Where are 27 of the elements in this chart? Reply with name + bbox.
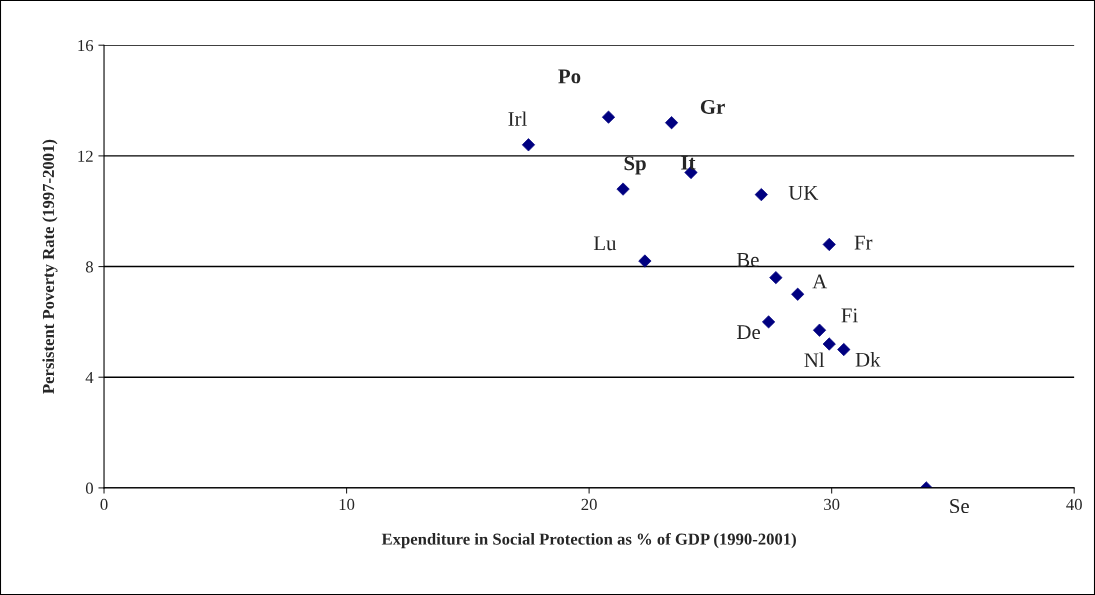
annotation: De (737, 325, 761, 340)
y-tick-label: 0 (85, 482, 93, 494)
annotation: UK (788, 185, 819, 200)
x-tick-label: 0 (100, 498, 108, 511)
y-tick-label: 4 (85, 372, 94, 384)
y-axis-title: Persistent Poverty Rate (1997-2001) (42, 139, 58, 394)
annotation: Sp (624, 156, 646, 175)
annotation: Irl (508, 111, 527, 126)
x-tick-label: 20 (581, 498, 597, 511)
annotation: Fi (841, 308, 858, 323)
annotation: It (681, 155, 696, 170)
annotation: Lu (593, 236, 617, 251)
annotation: Fr (854, 235, 873, 250)
x-tick-label: 30 (824, 498, 840, 511)
x-axis-title: Expenditure in Social Protection as % of GDP (1990-2001) (381, 532, 796, 549)
y-tick-label: 16 (78, 39, 94, 52)
y-tick-label: 12 (78, 150, 93, 162)
y-tick-label: 8 (85, 261, 93, 273)
annotation: Se (950, 499, 969, 514)
annotation: Nl (804, 352, 825, 368)
x-tick-label: 10 (339, 498, 355, 511)
x-tick-label: 40 (1066, 498, 1082, 511)
annotation: Dk (855, 352, 881, 367)
annotation: Gr (700, 99, 725, 114)
annotation: Po (558, 69, 581, 84)
annotation: Be (736, 252, 759, 267)
annotation: A (812, 274, 828, 289)
